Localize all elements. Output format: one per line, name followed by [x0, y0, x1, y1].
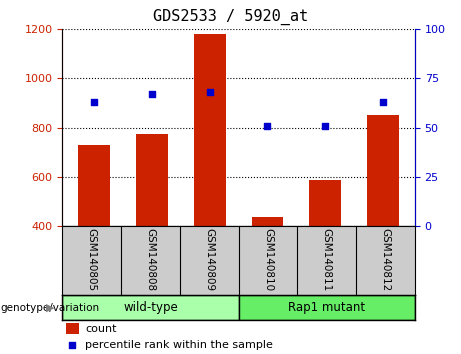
Point [69, 342, 76, 348]
Bar [309, 181, 341, 226]
Text: GSM140810: GSM140810 [263, 228, 273, 291]
Point [321, 123, 329, 129]
Text: count: count [85, 324, 117, 334]
Bar [194, 34, 225, 226]
Text: GDS2533 / 5920_at: GDS2533 / 5920_at [153, 9, 308, 25]
Bar [66, 323, 79, 334]
Text: genotype/variation: genotype/variation [0, 303, 99, 313]
Point [148, 91, 156, 97]
Text: GSM140809: GSM140809 [204, 228, 214, 291]
Text: wild-type: wild-type [123, 301, 178, 314]
Bar [367, 115, 399, 226]
Text: GSM140808: GSM140808 [145, 228, 155, 291]
Bar [239, 295, 415, 320]
Point [90, 99, 98, 105]
Text: GSM140805: GSM140805 [87, 228, 97, 291]
Text: Rap1 mutant: Rap1 mutant [288, 301, 365, 314]
Bar [136, 134, 168, 226]
Text: GSM140811: GSM140811 [322, 228, 332, 291]
Bar [62, 295, 239, 320]
Text: percentile rank within the sample: percentile rank within the sample [85, 340, 273, 350]
Bar [252, 217, 284, 226]
Text: GSM140812: GSM140812 [380, 228, 390, 291]
Point [379, 99, 387, 105]
Bar [78, 145, 110, 226]
Point [264, 123, 271, 129]
Text: ▶: ▶ [47, 303, 55, 313]
Point [206, 90, 213, 95]
